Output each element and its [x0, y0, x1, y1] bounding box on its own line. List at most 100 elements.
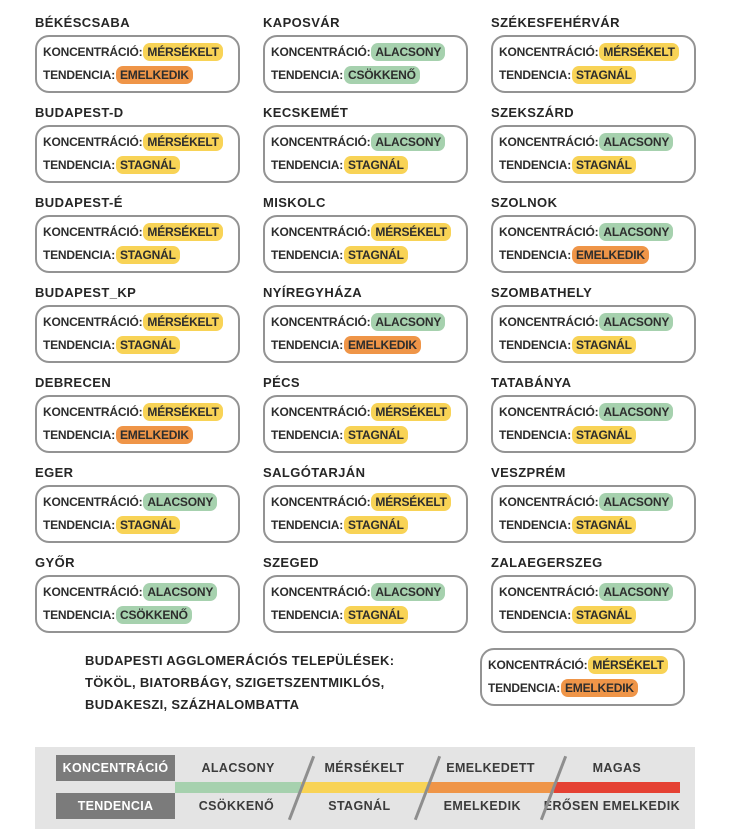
- tendency-label: TENDENCIA:: [271, 518, 343, 532]
- city-card: KAPOSVÁR KONCENTRÁCIÓ: ALACSONY TENDENCIA…: [263, 14, 468, 93]
- tendency-line: TENDENCIA: STAGNÁL: [499, 514, 688, 537]
- tendency-value-badge: STAGNÁL: [572, 336, 636, 354]
- legend-level: ALACSONY: [201, 761, 275, 775]
- city-status-box: KONCENTRÁCIÓ: MÉRSÉKELT TENDENCIA: STAGNÁL: [263, 485, 468, 543]
- tendency-value-badge: STAGNÁL: [344, 606, 408, 624]
- concentration-line: KONCENTRÁCIÓ: MÉRSÉKELT: [43, 221, 232, 244]
- tendency-line: TENDENCIA: STAGNÁL: [43, 514, 232, 537]
- tendency-label: TENDENCIA:: [43, 518, 115, 532]
- concentration-line: KONCENTRÁCIÓ: MÉRSÉKELT: [43, 41, 232, 64]
- legend-tendency-levels: CSÖKKENŐ STAGNÁL EMELKEDIK ERŐSEN EMELKEDIK: [175, 793, 680, 819]
- concentration-line: KONCENTRÁCIÓ: ALACSONY: [271, 41, 460, 64]
- city-name: MISKOLC: [263, 195, 326, 210]
- concentration-line: KONCENTRÁCIÓ: MÉRSÉKELT: [43, 311, 232, 334]
- city-name: TATABÁNYA: [491, 375, 572, 390]
- city-name: SZEGED: [263, 555, 319, 570]
- tendency-label: TENDENCIA:: [271, 338, 343, 352]
- legend-level: ERŐSEN EMELKEDIK: [543, 799, 680, 813]
- legend-bar-segment: [427, 782, 554, 793]
- tendency-line: TENDENCIA: STAGNÁL: [43, 244, 232, 267]
- city-name: KAPOSVÁR: [263, 15, 340, 30]
- concentration-label: KONCENTRÁCIÓ:: [271, 405, 371, 419]
- concentration-label: KONCENTRÁCIÓ:: [499, 45, 599, 59]
- city-status-box: KONCENTRÁCIÓ: ALACSONY TENDENCIA: CSÖKKENŐ: [35, 575, 240, 633]
- concentration-line: KONCENTRÁCIÓ: ALACSONY: [499, 221, 688, 244]
- tendency-line: TENDENCIA: CSÖKKENŐ: [271, 64, 460, 87]
- tendency-label: TENDENCIA:: [499, 428, 571, 442]
- tendency-value-badge: CSÖKKENŐ: [344, 66, 420, 84]
- city-status-box: KONCENTRÁCIÓ: MÉRSÉKELT TENDENCIA: EMELKED…: [35, 395, 240, 453]
- concentration-value-badge: ALACSONY: [599, 403, 674, 421]
- city-status-box: KONCENTRÁCIÓ: ALACSONY TENDENCIA: STAGNÁL: [491, 305, 696, 363]
- tendency-value-badge: STAGNÁL: [572, 426, 636, 444]
- legend-bar-segment: [175, 782, 302, 793]
- legend-level: MAGAS: [592, 761, 642, 775]
- tendency-line: TENDENCIA: STAGNÁL: [271, 604, 460, 627]
- city-status-box: KONCENTRÁCIÓ: MÉRSÉKELT TENDENCIA: STAGNÁL: [35, 305, 240, 363]
- concentration-line: KONCENTRÁCIÓ: MÉRSÉKELT: [43, 401, 232, 424]
- concentration-value-badge: MÉRSÉKELT: [371, 493, 451, 511]
- legend-tendency-label: TENDENCIA: [56, 793, 175, 819]
- agglomeration-status-box: KONCENTRÁCIÓ: MÉRSÉKELT TENDENCIA: EMELKED…: [480, 648, 685, 706]
- city-card: BUDAPEST-É KONCENTRÁCIÓ: MÉRSÉKELT TENDEN…: [35, 194, 240, 273]
- concentration-value-badge: ALACSONY: [143, 493, 218, 511]
- city-card: GYŐR KONCENTRÁCIÓ: ALACSONY TENDENCIA: CSÖ…: [35, 554, 240, 633]
- city-card: SZOLNOK KONCENTRÁCIÓ: ALACSONY TENDENCIA:…: [491, 194, 696, 273]
- agglomeration-card: KONCENTRÁCIÓ: MÉRSÉKELT TENDENCIA: EMELKED…: [480, 648, 685, 706]
- tendency-line: TENDENCIA: STAGNÁL: [271, 154, 460, 177]
- city-card: SZOMBATHELY KONCENTRÁCIÓ: ALACSONY TENDEN…: [491, 284, 696, 363]
- tendency-line: TENDENCIA: STAGNÁL: [499, 64, 688, 87]
- tendency-value-badge: STAGNÁL: [116, 516, 180, 534]
- concentration-value-badge: MÉRSÉKELT: [143, 133, 223, 151]
- concentration-line: KONCENTRÁCIÓ: ALACSONY: [271, 311, 460, 334]
- concentration-label: KONCENTRÁCIÓ:: [271, 225, 371, 239]
- concentration-line: KONCENTRÁCIÓ: MÉRSÉKELT: [43, 131, 232, 154]
- concentration-label: KONCENTRÁCIÓ:: [499, 495, 599, 509]
- legend-level: MÉRSÉKELT: [324, 761, 405, 775]
- city-name: DEBRECEN: [35, 375, 112, 390]
- legend-concentration-levels: ALACSONY MÉRSÉKELT EMELKEDETT MAGAS: [175, 755, 680, 781]
- legend-color-bar: [175, 782, 680, 793]
- tendency-label: TENDENCIA:: [43, 608, 115, 622]
- concentration-label: KONCENTRÁCIÓ:: [43, 405, 143, 419]
- city-name: BUDAPEST_KP: [35, 285, 137, 300]
- tendency-label: TENDENCIA:: [271, 248, 343, 262]
- agglomeration-section: BUDAPESTI AGGLOMERÁCIÓS TELEPÜLÉSEK: TÖK…: [0, 633, 730, 716]
- tendency-label: TENDENCIA:: [499, 608, 571, 622]
- city-status-box: KONCENTRÁCIÓ: MÉRSÉKELT TENDENCIA: EMELKED…: [35, 35, 240, 93]
- concentration-label: KONCENTRÁCIÓ:: [499, 315, 599, 329]
- tendency-line: TENDENCIA: EMELKEDIK: [488, 677, 677, 700]
- tendency-label: TENDENCIA:: [43, 428, 115, 442]
- city-status-box: KONCENTRÁCIÓ: ALACSONY TENDENCIA: STAGNÁL: [491, 485, 696, 543]
- city-name: SALGÓTARJÁN: [263, 465, 366, 480]
- tendency-value-badge: STAGNÁL: [116, 336, 180, 354]
- tendency-value-badge: STAGNÁL: [344, 426, 408, 444]
- tendency-value-badge: STAGNÁL: [344, 246, 408, 264]
- legend-level: EMELKEDETT: [446, 761, 535, 775]
- city-name: PÉCS: [263, 375, 301, 390]
- tendency-line: TENDENCIA: STAGNÁL: [271, 424, 460, 447]
- concentration-value-badge: MÉRSÉKELT: [599, 43, 679, 61]
- concentration-value-badge: ALACSONY: [599, 223, 674, 241]
- city-name: SZÉKESFEHÉRVÁR: [491, 15, 620, 30]
- concentration-value-badge: ALACSONY: [371, 133, 446, 151]
- city-status-box: KONCENTRÁCIÓ: MÉRSÉKELT TENDENCIA: STAGNÁL: [35, 125, 240, 183]
- city-status-box: KONCENTRÁCIÓ: ALACSONY TENDENCIA: EMELKEDI…: [491, 215, 696, 273]
- tendency-value-badge: EMELKEDIK: [572, 246, 649, 264]
- tendency-line: TENDENCIA: EMELKEDIK: [271, 334, 460, 357]
- concentration-line: KONCENTRÁCIÓ: ALACSONY: [499, 491, 688, 514]
- concentration-line: KONCENTRÁCIÓ: MÉRSÉKELT: [271, 401, 460, 424]
- tendency-line: TENDENCIA: STAGNÁL: [499, 154, 688, 177]
- tendency-line: TENDENCIA: EMELKEDIK: [43, 64, 232, 87]
- tendency-value-badge: EMELKEDIK: [116, 426, 193, 444]
- tendency-line: TENDENCIA: STAGNÁL: [499, 424, 688, 447]
- city-name: VESZPRÉM: [491, 465, 566, 480]
- concentration-line: KONCENTRÁCIÓ: MÉRSÉKELT: [488, 654, 677, 677]
- city-name: BUDAPEST-D: [35, 105, 124, 120]
- concentration-line: KONCENTRÁCIÓ: ALACSONY: [271, 131, 460, 154]
- concentration-label: KONCENTRÁCIÓ:: [499, 135, 599, 149]
- concentration-label: KONCENTRÁCIÓ:: [499, 225, 599, 239]
- city-status-box: KONCENTRÁCIÓ: ALACSONY TENDENCIA: STAGNÁL: [491, 125, 696, 183]
- city-status-box: KONCENTRÁCIÓ: ALACSONY TENDENCIA: EMELKEDI…: [263, 305, 468, 363]
- concentration-label: KONCENTRÁCIÓ:: [43, 585, 143, 599]
